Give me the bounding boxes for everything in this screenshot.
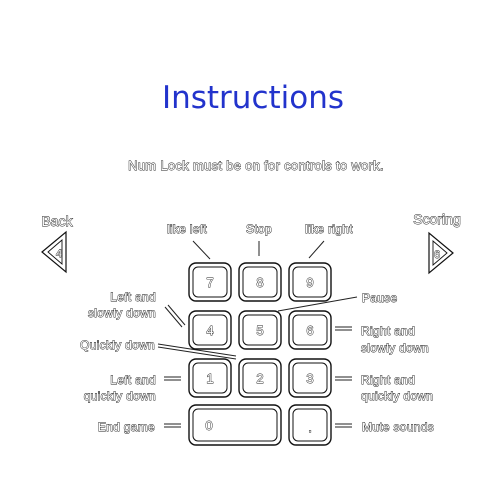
- key-2[interactable]: 2: [238, 358, 282, 398]
- key-dot[interactable]: .: [288, 404, 332, 446]
- label-pause: Pause: [362, 291, 398, 305]
- label-like-right: like right: [305, 222, 353, 236]
- label-right-slow-line1: Right and: [361, 324, 415, 338]
- label-like-left: like left: [167, 222, 207, 236]
- right-arrow-icon: [428, 231, 454, 275]
- pointer-quickly-down: [157, 343, 237, 360]
- key-0[interactable]: 0: [188, 404, 282, 446]
- left-arrow-icon: [41, 230, 67, 274]
- pointer-end-game: [164, 423, 181, 428]
- scoring-key-label: 6: [434, 249, 440, 261]
- key-9[interactable]: 9: [288, 262, 332, 302]
- scoring-label: Scoring: [413, 211, 460, 227]
- label-mute-sounds: Mute sounds: [362, 420, 434, 434]
- pointer-mute: [335, 423, 352, 428]
- key-7[interactable]: 7: [188, 262, 232, 302]
- pointer-pause: [277, 296, 358, 312]
- label-quickly-down: Quickly down: [80, 338, 155, 352]
- scoring-button[interactable]: Scoring 6: [413, 211, 461, 275]
- key-0-label: 0: [205, 418, 212, 433]
- label-right-quick-line2: quickly down: [361, 389, 433, 403]
- key-5[interactable]: 5: [238, 310, 282, 350]
- label-left-quick-line1: Left and: [110, 373, 156, 387]
- key-4-label: 4: [206, 323, 213, 338]
- key-1-label: 1: [206, 371, 213, 386]
- key-5-label: 5: [256, 323, 263, 338]
- numlock-note: Num Lock must be on for controls to work…: [128, 158, 384, 173]
- label-left-slow-line2: slowly down: [88, 306, 156, 320]
- key-6[interactable]: 6: [288, 310, 332, 350]
- key-7-label: 7: [206, 275, 213, 290]
- label-end-game: End game: [98, 420, 155, 434]
- label-stop: Stop: [246, 222, 272, 236]
- key-1[interactable]: 1: [188, 358, 232, 398]
- back-label: Back: [41, 213, 73, 229]
- pointer-right-slow: [335, 326, 352, 331]
- key-2-label: 2: [256, 371, 263, 386]
- pointer-left-slow: [164, 304, 186, 328]
- key-6-label: 6: [306, 323, 313, 338]
- label-right-slow-line2: slowly down: [361, 341, 429, 355]
- key-8-label: 8: [256, 275, 263, 290]
- back-key-label: 4: [56, 248, 62, 260]
- pointer-like-right: [308, 240, 325, 259]
- key-3[interactable]: 3: [288, 358, 332, 398]
- label-left-slow-line1: Left and: [110, 290, 156, 304]
- label-left-quick-line2: quickly down: [84, 389, 156, 403]
- key-dot-label: .: [308, 420, 312, 435]
- label-right-quick-line1: Right and: [361, 373, 415, 387]
- pointer-left-quick: [164, 376, 181, 381]
- key-9-label: 9: [306, 275, 313, 290]
- pointer-like-left: [192, 240, 211, 260]
- key-4[interactable]: 4: [188, 310, 232, 350]
- key-3-label: 3: [306, 371, 313, 386]
- key-8[interactable]: 8: [238, 262, 282, 302]
- pointer-right-quick: [335, 376, 352, 381]
- keypad: 7 8 9 4 5 6: [188, 262, 332, 446]
- back-button[interactable]: Back 4: [41, 213, 74, 274]
- page-title: Instructions: [162, 80, 344, 116]
